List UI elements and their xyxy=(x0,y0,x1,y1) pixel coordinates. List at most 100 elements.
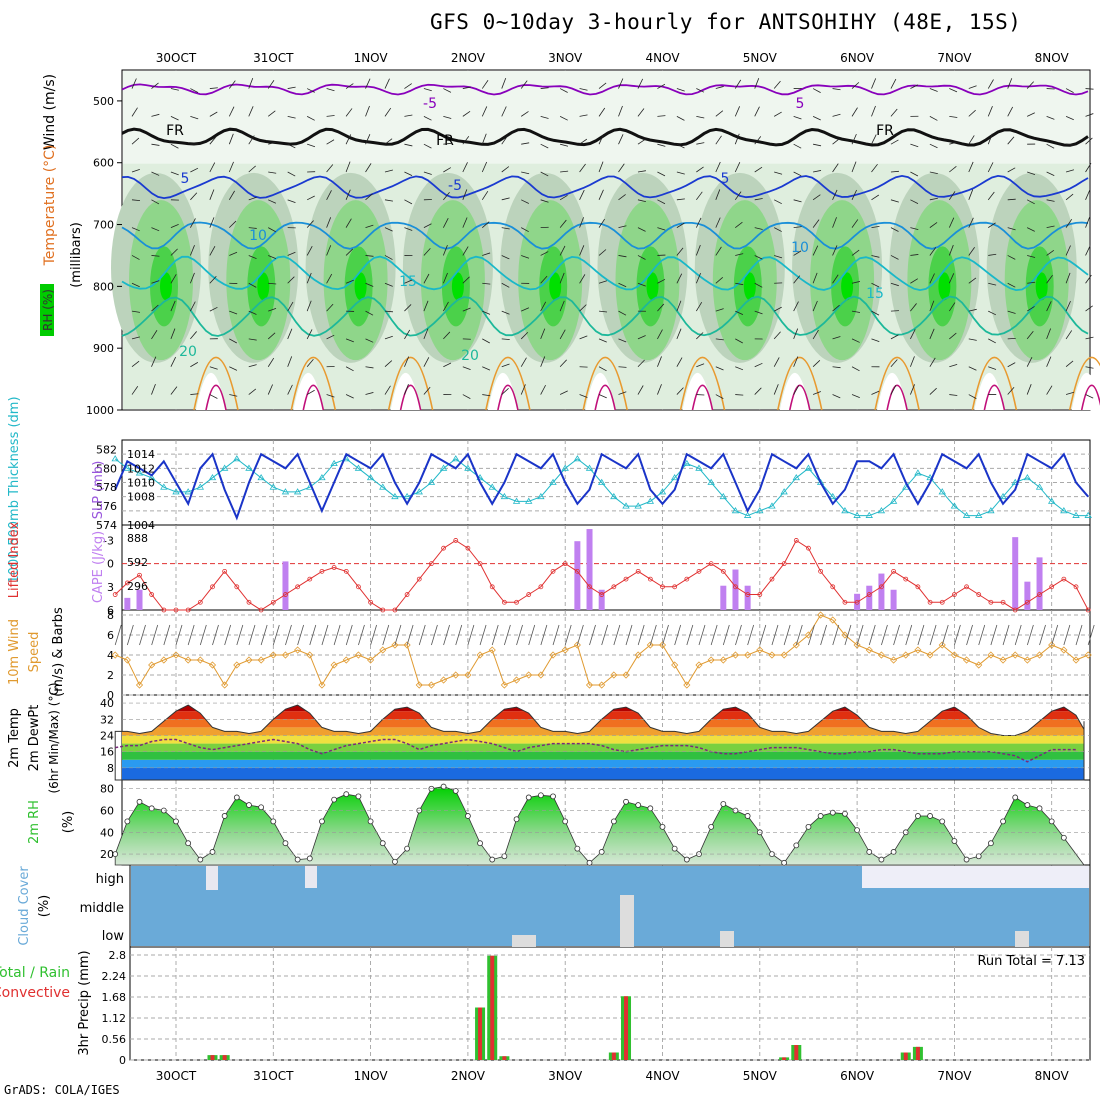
ylabel-2m-rh: 2m RH xyxy=(27,800,42,844)
wind-barb xyxy=(423,273,430,284)
wind-barb xyxy=(734,79,742,89)
wind-speed-marker xyxy=(756,646,764,654)
wind-barb xyxy=(812,194,821,201)
wind-barb xyxy=(988,222,996,228)
wind-barb xyxy=(871,105,876,117)
wind-barb xyxy=(988,282,997,286)
wind-speed-marker xyxy=(573,641,581,649)
wind-barb xyxy=(754,166,763,173)
wind-barb xyxy=(637,108,645,117)
wind-barb xyxy=(871,338,880,343)
wind-speed-marker xyxy=(525,671,533,679)
wind-barb xyxy=(734,133,740,145)
wind-barb xyxy=(209,162,216,173)
wind-barb xyxy=(501,282,510,288)
rh-tick-label: 80 xyxy=(100,783,114,796)
wind-barb xyxy=(404,114,413,117)
wind-barb xyxy=(190,88,199,93)
wind-barb xyxy=(695,244,701,256)
rh-marker xyxy=(197,856,204,863)
wind-barb xyxy=(832,189,838,200)
wind-barb xyxy=(851,219,859,228)
wind-barb xyxy=(326,303,334,312)
wind-barb xyxy=(637,78,644,89)
wind-speed-marker xyxy=(245,656,253,664)
wind-barb xyxy=(404,227,413,231)
slp-tick-label: 1010 xyxy=(127,477,155,490)
wind-barb xyxy=(871,225,880,229)
rh-marker xyxy=(379,840,386,847)
rh-marker xyxy=(598,849,605,855)
thickness-marker xyxy=(719,492,728,500)
li-tick-label: 0 xyxy=(107,558,114,571)
wind-barb xyxy=(462,276,470,284)
wind-barb xyxy=(404,171,413,177)
wind-barb xyxy=(287,171,296,177)
li-marker xyxy=(769,576,775,582)
wind-barb xyxy=(987,79,994,89)
precip-tick-label: 0.56 xyxy=(102,1033,127,1046)
wind-barb-10m xyxy=(139,624,146,646)
wind-barb xyxy=(190,192,198,201)
wind-barb xyxy=(209,366,218,370)
li-marker xyxy=(246,599,252,605)
rh-marker xyxy=(233,794,240,801)
wind-speed-marker xyxy=(391,641,399,649)
wind-barb xyxy=(248,106,254,117)
wind-barb xyxy=(326,88,335,92)
wind-barb-10m xyxy=(990,624,998,646)
wind-tick-label: 2 xyxy=(107,669,114,682)
li-marker xyxy=(635,568,641,574)
temp-band xyxy=(122,735,1084,744)
wind-barb xyxy=(443,115,452,119)
wind-barb xyxy=(501,363,510,368)
wind-barb-10m xyxy=(443,624,450,646)
wind-barb xyxy=(190,272,195,284)
li-marker xyxy=(599,592,605,597)
wind-barb xyxy=(851,310,861,313)
wind-barb xyxy=(540,143,549,149)
wind-barb xyxy=(423,88,432,92)
wind-barb xyxy=(676,387,684,395)
thickness-marker xyxy=(415,488,423,495)
wind-barb-10m xyxy=(248,624,256,646)
wind-barb xyxy=(1065,245,1071,256)
thickness-marker xyxy=(597,478,606,485)
cape-bar xyxy=(866,585,873,610)
wind-barb xyxy=(462,246,469,256)
wind-barb xyxy=(949,332,957,340)
wind-barb xyxy=(754,198,763,201)
wind-speed-marker xyxy=(622,671,630,679)
wind-barb xyxy=(170,88,179,91)
wind-barb xyxy=(734,106,740,117)
wind-barb xyxy=(695,272,702,284)
wind-barb xyxy=(579,335,588,340)
wind-barb-10m xyxy=(637,624,645,646)
wind-barb xyxy=(598,134,604,145)
wind-barb xyxy=(190,245,195,256)
wind-speed-marker xyxy=(427,681,435,689)
cape-bar xyxy=(1036,557,1043,610)
wind-barb xyxy=(657,329,663,340)
rh-marker xyxy=(987,840,994,847)
li-marker xyxy=(343,568,349,574)
rh-marker xyxy=(136,798,143,805)
wind-barb xyxy=(1085,274,1092,284)
wind-barb xyxy=(929,116,938,121)
thickness-marker xyxy=(829,492,837,500)
wind-speed-marker xyxy=(208,661,217,669)
wind-barb-10m xyxy=(686,624,694,646)
wind-barb xyxy=(1085,137,1093,145)
wind-barb xyxy=(520,384,526,395)
wind-barb xyxy=(735,253,744,256)
wind-barb xyxy=(481,161,488,173)
wind-barb xyxy=(482,310,491,315)
wind-speed-marker xyxy=(792,641,800,649)
wind-speed-marker xyxy=(415,681,423,689)
wind-barb xyxy=(384,385,391,395)
wind-barb xyxy=(851,161,857,173)
wind-barb xyxy=(443,331,451,340)
wind-barb xyxy=(384,255,393,260)
thickness-marker xyxy=(488,483,496,490)
wind-barb xyxy=(949,88,958,93)
